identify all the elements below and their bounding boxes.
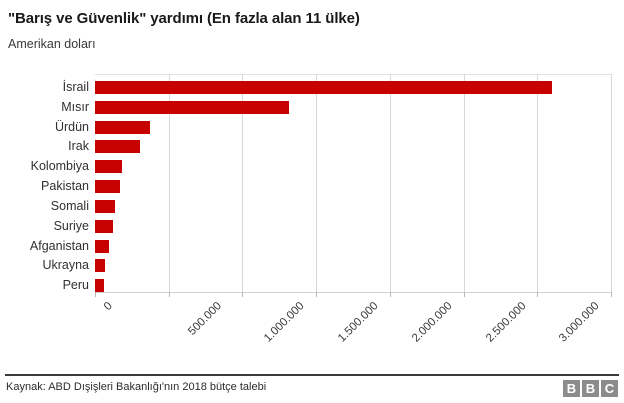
y-axis-category-label: Suriye (53, 218, 89, 233)
y-axis-category-label: Mısır (61, 99, 89, 114)
bar-row: Afganistan (30, 237, 611, 257)
bar (95, 199, 116, 213)
y-axis-category-label: Irak (68, 139, 89, 154)
x-axis-tick-label: 1.500.000 (336, 300, 381, 345)
bar-row: Kolombiya (31, 157, 611, 177)
source-note: Kaynak: ABD Dışişleri Bakanlığı'nın 2018… (6, 381, 267, 393)
gridline (168, 74, 170, 292)
x-axis-tick-label: 2.000.000 (409, 300, 455, 345)
x-axis-tick (316, 292, 318, 297)
bar (95, 160, 123, 174)
y-axis-category-label: İsrail (62, 80, 89, 94)
bar-row: Mısır (61, 98, 611, 118)
y-axis-category-label: Peru (62, 278, 89, 293)
x-axis-tick-label: 500.000 (185, 300, 224, 338)
footer-divider (5, 374, 619, 376)
bar (95, 140, 141, 154)
x-axis-tick (537, 292, 539, 297)
plot-area: İsrail Mısır Ürdün Irak Kolombiya Pakistan Som… (30, 74, 612, 293)
bar-row: Pakistan (41, 177, 611, 197)
bar (95, 239, 109, 253)
bar (95, 100, 289, 114)
x-axis-tick-label: 0 (101, 300, 115, 314)
bar (95, 259, 106, 273)
y-axis-category-label: Ürdün (54, 119, 89, 134)
bar-row: Ürdün (55, 118, 611, 138)
y-axis-category-label: Kolombiya (30, 159, 89, 174)
gridline (242, 74, 244, 292)
chart-header: "Barış ve Güvenlik" yardımı (En fazla al… (0, 0, 624, 52)
y-axis-category-label: Afganistan (29, 238, 89, 253)
y-axis-category-label: Ukrayna (42, 258, 89, 273)
plot-top-border (95, 74, 611, 75)
bar-row: Suriye (54, 217, 611, 237)
x-axis-tick (168, 292, 170, 297)
bar (95, 279, 105, 293)
y-axis-category-label: Somali (50, 198, 89, 213)
bar (95, 120, 150, 134)
x-axis-tick (611, 292, 612, 297)
x-axis-tick-label: 3.000.000 (557, 300, 602, 345)
bar (95, 219, 113, 233)
bar (95, 81, 553, 94)
bbc-logo-letter: B (563, 380, 580, 397)
chart-title: "Barış ve Güvenlik" yardımı (En fazla al… (8, 10, 360, 27)
bar-row: Somali (51, 197, 611, 217)
gridline (316, 74, 318, 292)
gridline (611, 74, 612, 292)
chart-subtitle: Amerikan doları (8, 37, 96, 51)
bar-row: Ukrayna (42, 256, 611, 276)
bar-row: Peru (63, 276, 611, 296)
bar-row: İsrail (63, 78, 611, 98)
x-axis-tick (463, 292, 465, 297)
x-axis-tick-label: 2.500.000 (483, 300, 529, 345)
gridline (537, 74, 539, 292)
x-axis-tick (95, 292, 96, 297)
bar (95, 180, 121, 194)
x-axis-tick-label: 1.000.000 (262, 300, 308, 345)
bbc-logo-letter: C (601, 380, 618, 397)
gridline (389, 74, 391, 292)
x-axis-tick (389, 292, 391, 297)
gridline (463, 74, 465, 292)
y-axis-category-label: Pakistan (41, 179, 89, 194)
bbc-logo-letter: B (582, 380, 599, 397)
x-axis-tick (242, 292, 244, 297)
x-axis-line (95, 292, 611, 293)
bar-row: Irak (68, 137, 611, 157)
